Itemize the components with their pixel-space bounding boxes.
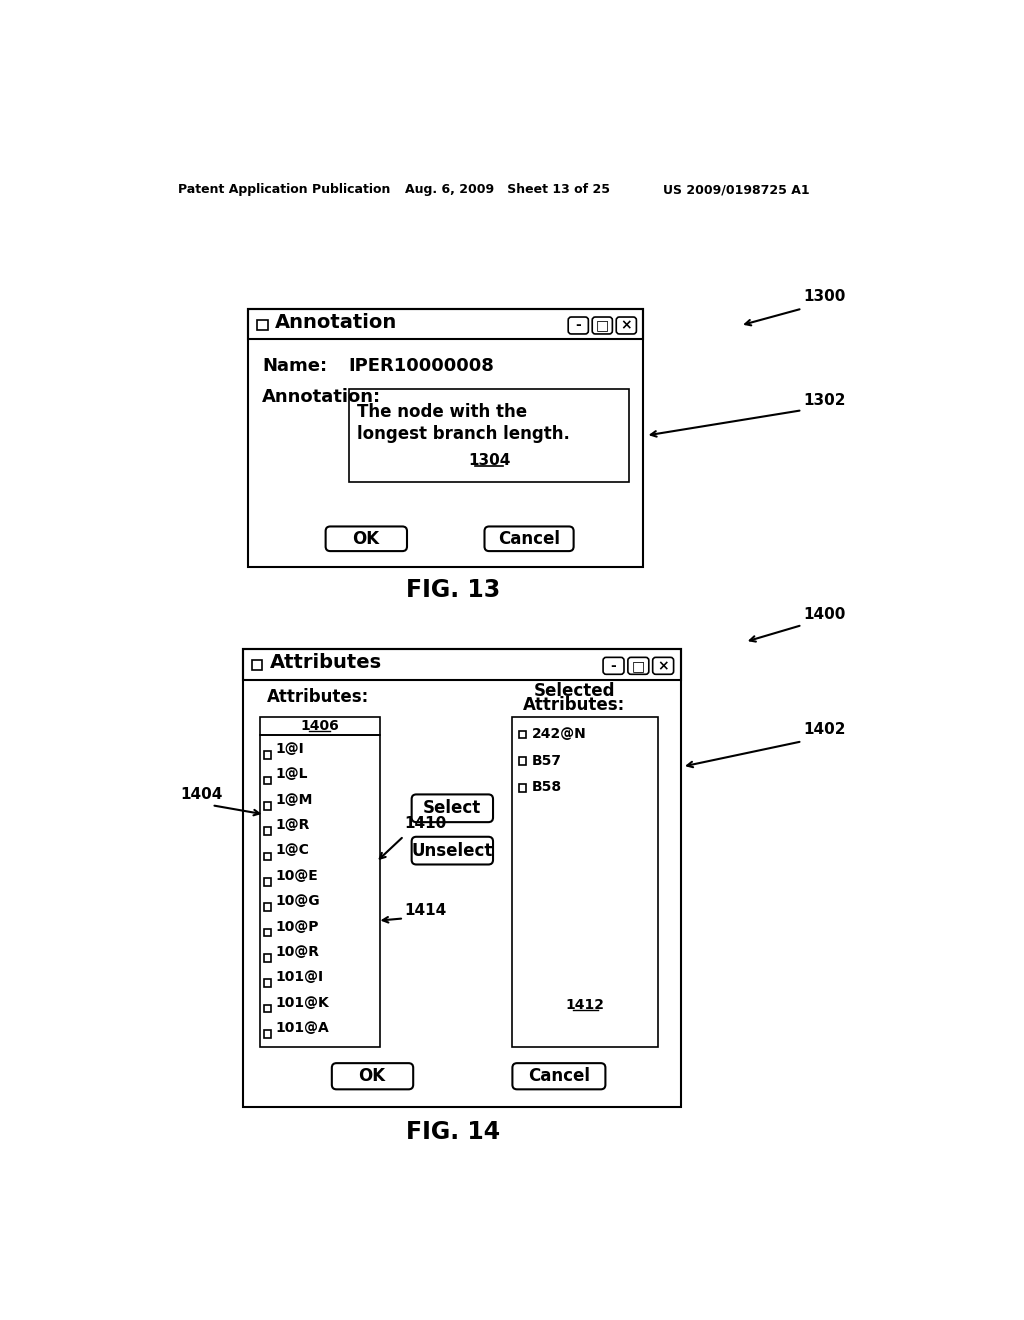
Text: □: □: [596, 318, 609, 333]
Text: ×: ×: [657, 659, 669, 673]
Bar: [263, 979, 271, 987]
Text: 1414: 1414: [404, 903, 446, 917]
FancyBboxPatch shape: [484, 527, 573, 552]
Text: Name:: Name:: [262, 358, 328, 375]
FancyBboxPatch shape: [412, 837, 493, 865]
Text: Cancel: Cancel: [498, 529, 560, 548]
Bar: [263, 751, 271, 759]
Bar: [263, 803, 271, 809]
Bar: [349, 389, 630, 482]
Text: 1400: 1400: [804, 607, 846, 622]
Bar: [518, 730, 526, 738]
Text: Cancel: Cancel: [528, 1068, 590, 1085]
Text: 1406: 1406: [300, 719, 339, 733]
Text: 1304: 1304: [468, 453, 510, 467]
Text: 1302: 1302: [804, 393, 846, 408]
Bar: [257, 321, 267, 330]
Text: Unselect: Unselect: [412, 842, 493, 859]
FancyBboxPatch shape: [512, 1063, 605, 1089]
Text: 1@M: 1@M: [275, 793, 312, 807]
Bar: [248, 309, 643, 566]
Text: 1@R: 1@R: [275, 818, 309, 832]
Text: 10@P: 10@P: [275, 920, 318, 933]
Bar: [512, 717, 658, 1047]
Bar: [263, 954, 271, 962]
Text: ×: ×: [621, 318, 632, 333]
Text: IPER10000008: IPER10000008: [349, 358, 495, 375]
Text: 1410: 1410: [404, 816, 446, 832]
Text: Patent Application Publication: Patent Application Publication: [178, 183, 391, 197]
Text: 10@R: 10@R: [275, 945, 319, 958]
Text: 1300: 1300: [804, 289, 846, 304]
FancyBboxPatch shape: [326, 527, 407, 552]
Text: Attributes: Attributes: [270, 653, 382, 672]
Bar: [252, 660, 262, 669]
Text: 1@I: 1@I: [275, 742, 304, 756]
Text: 101@I: 101@I: [275, 970, 324, 985]
Bar: [263, 903, 271, 911]
Text: Attributes:: Attributes:: [523, 696, 626, 714]
Text: 10@G: 10@G: [275, 894, 319, 908]
Text: The node with the: The node with the: [356, 404, 526, 421]
Bar: [263, 1030, 271, 1038]
Text: 10@E: 10@E: [275, 869, 318, 883]
FancyBboxPatch shape: [652, 657, 674, 675]
Text: -: -: [610, 659, 616, 673]
Bar: [260, 717, 380, 735]
Text: B58: B58: [531, 780, 562, 795]
Bar: [263, 1005, 271, 1012]
Text: Annotation:: Annotation:: [262, 388, 381, 407]
FancyBboxPatch shape: [568, 317, 589, 334]
Text: B57: B57: [531, 754, 562, 767]
Text: 1@C: 1@C: [275, 843, 309, 858]
Text: Select: Select: [423, 800, 481, 817]
Text: 101@A: 101@A: [275, 1020, 329, 1035]
Text: OK: OK: [358, 1068, 386, 1085]
Text: FIG. 13: FIG. 13: [407, 578, 501, 602]
Bar: [260, 735, 380, 1047]
Text: 1402: 1402: [804, 722, 846, 738]
FancyBboxPatch shape: [412, 795, 493, 822]
Text: US 2009/0198725 A1: US 2009/0198725 A1: [663, 183, 809, 197]
Bar: [248, 309, 643, 339]
FancyBboxPatch shape: [592, 317, 612, 334]
Text: 101@K: 101@K: [275, 995, 329, 1010]
Bar: [243, 649, 681, 680]
FancyBboxPatch shape: [332, 1063, 414, 1089]
Text: OK: OK: [352, 529, 380, 548]
Text: □: □: [632, 659, 644, 673]
Bar: [518, 758, 526, 766]
Bar: [263, 878, 271, 886]
Text: Selected: Selected: [534, 682, 615, 700]
Bar: [263, 929, 271, 936]
Text: Annotation: Annotation: [275, 313, 397, 331]
FancyBboxPatch shape: [628, 657, 649, 675]
FancyBboxPatch shape: [616, 317, 636, 334]
Text: 1404: 1404: [180, 787, 223, 803]
Bar: [263, 828, 271, 836]
Text: longest branch length.: longest branch length.: [356, 425, 569, 442]
Text: 242@N: 242@N: [531, 726, 587, 741]
Bar: [243, 649, 681, 1107]
Text: Aug. 6, 2009   Sheet 13 of 25: Aug. 6, 2009 Sheet 13 of 25: [406, 183, 610, 197]
Bar: [263, 776, 271, 784]
Text: 1412: 1412: [565, 998, 605, 1011]
Bar: [518, 784, 526, 792]
FancyBboxPatch shape: [603, 657, 624, 675]
Text: 1@L: 1@L: [275, 767, 308, 781]
Bar: [263, 853, 271, 861]
Text: Attributes:: Attributes:: [266, 688, 369, 706]
Text: FIG. 14: FIG. 14: [407, 1121, 501, 1144]
Text: -: -: [575, 318, 582, 333]
